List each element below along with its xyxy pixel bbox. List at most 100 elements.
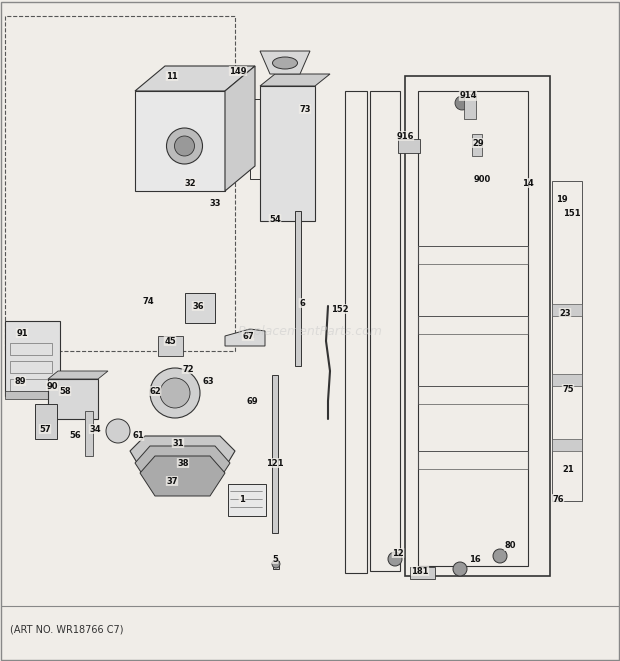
Circle shape xyxy=(106,419,130,443)
Text: 32: 32 xyxy=(184,178,196,188)
Text: 89: 89 xyxy=(14,377,26,385)
Bar xyxy=(418,246,528,264)
Text: 76: 76 xyxy=(552,494,564,504)
Text: 23: 23 xyxy=(559,309,571,317)
Circle shape xyxy=(167,128,203,164)
Polygon shape xyxy=(48,371,108,379)
Polygon shape xyxy=(225,329,265,346)
Text: 37: 37 xyxy=(166,477,178,485)
Bar xyxy=(418,386,528,404)
Circle shape xyxy=(493,549,507,563)
Bar xyxy=(405,76,550,576)
Bar xyxy=(260,86,315,221)
Bar xyxy=(418,316,528,334)
Bar xyxy=(272,375,278,533)
Circle shape xyxy=(174,136,195,156)
Polygon shape xyxy=(130,436,235,476)
Circle shape xyxy=(150,368,200,418)
Text: 6: 6 xyxy=(299,299,305,307)
Polygon shape xyxy=(135,66,255,91)
Text: 914: 914 xyxy=(459,91,477,100)
Text: 45: 45 xyxy=(164,336,176,346)
Bar xyxy=(273,561,279,569)
Text: 72: 72 xyxy=(182,364,194,373)
Bar xyxy=(464,94,476,119)
Text: 152: 152 xyxy=(331,305,349,313)
Text: 14: 14 xyxy=(522,178,534,188)
Text: 67: 67 xyxy=(242,332,254,340)
Text: 181: 181 xyxy=(411,566,429,576)
Bar xyxy=(158,336,183,356)
Text: 91: 91 xyxy=(16,329,28,338)
Bar xyxy=(552,181,582,501)
Bar xyxy=(552,374,582,386)
Polygon shape xyxy=(140,456,225,496)
Bar xyxy=(472,134,482,156)
Bar xyxy=(418,91,528,566)
Text: 38: 38 xyxy=(177,459,188,467)
Text: 31: 31 xyxy=(172,438,184,447)
Text: 73: 73 xyxy=(299,104,311,114)
Polygon shape xyxy=(135,446,230,486)
Polygon shape xyxy=(135,91,225,191)
Circle shape xyxy=(388,552,402,566)
Circle shape xyxy=(272,560,280,568)
Bar xyxy=(10,379,52,391)
Text: (ART NO. WR18766 C7): (ART NO. WR18766 C7) xyxy=(10,624,123,634)
Text: 11: 11 xyxy=(166,71,178,81)
Text: 80: 80 xyxy=(504,541,516,551)
Bar xyxy=(5,321,60,396)
Text: 121: 121 xyxy=(266,459,284,467)
Circle shape xyxy=(160,378,190,408)
Text: 5: 5 xyxy=(272,555,278,563)
Bar xyxy=(250,98,280,178)
Polygon shape xyxy=(260,51,310,74)
Bar xyxy=(5,391,60,399)
Circle shape xyxy=(455,96,469,110)
Bar xyxy=(85,411,93,456)
Text: 61: 61 xyxy=(132,432,144,440)
Text: 34: 34 xyxy=(89,424,101,434)
Ellipse shape xyxy=(273,57,298,69)
Bar xyxy=(410,567,435,579)
Bar xyxy=(185,293,215,323)
Text: 69: 69 xyxy=(246,397,258,405)
Text: 149: 149 xyxy=(229,67,247,75)
Text: 58: 58 xyxy=(59,387,71,395)
Text: 916: 916 xyxy=(396,132,414,141)
Text: 12: 12 xyxy=(392,549,404,557)
Text: 16: 16 xyxy=(469,555,481,563)
Text: 900: 900 xyxy=(474,175,490,184)
Text: 19: 19 xyxy=(556,194,568,204)
Text: 33: 33 xyxy=(210,198,221,208)
Bar xyxy=(10,343,52,355)
Text: 29: 29 xyxy=(472,139,484,147)
Bar xyxy=(228,484,266,516)
Bar xyxy=(48,379,98,419)
Bar xyxy=(418,451,528,469)
Bar xyxy=(35,404,57,439)
Text: 1: 1 xyxy=(239,494,245,504)
Text: 21: 21 xyxy=(562,465,574,473)
Circle shape xyxy=(453,562,467,576)
Bar xyxy=(398,139,420,153)
Text: 151: 151 xyxy=(563,208,581,217)
Bar xyxy=(5,16,235,351)
Text: 57: 57 xyxy=(39,424,51,434)
Text: 56: 56 xyxy=(69,432,81,440)
Text: 74: 74 xyxy=(142,297,154,305)
Bar xyxy=(370,91,400,571)
Text: 62: 62 xyxy=(149,387,161,395)
Text: 90: 90 xyxy=(46,381,58,391)
Text: 36: 36 xyxy=(192,301,204,311)
Text: 75: 75 xyxy=(562,385,574,393)
Bar xyxy=(295,211,301,366)
Bar xyxy=(10,361,52,373)
Text: 54: 54 xyxy=(269,215,281,223)
Polygon shape xyxy=(225,66,255,191)
Bar xyxy=(552,439,582,451)
Polygon shape xyxy=(260,74,330,86)
Bar xyxy=(345,91,367,573)
Bar xyxy=(552,304,582,316)
Text: ReplacementParts.com: ReplacementParts.com xyxy=(237,325,383,338)
